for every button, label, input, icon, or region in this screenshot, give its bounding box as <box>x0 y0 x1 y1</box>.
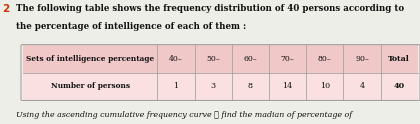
Text: 4: 4 <box>360 82 365 90</box>
Text: 80–: 80– <box>318 55 332 63</box>
Text: 90–: 90– <box>355 55 369 63</box>
Text: 1: 1 <box>173 82 178 90</box>
Text: 10: 10 <box>320 82 330 90</box>
Text: Number of persons: Number of persons <box>51 82 130 90</box>
Text: 40: 40 <box>394 82 405 90</box>
Text: 40–: 40– <box>169 55 183 63</box>
Text: The following table shows the frequency distribution of 40 persons according to: The following table shows the frequency … <box>16 4 404 13</box>
Text: 70–: 70– <box>281 55 294 63</box>
Text: Using the ascending cumulative frequency curve ※ find the madian of percentage o: Using the ascending cumulative frequency… <box>16 111 352 119</box>
Text: 60–: 60– <box>244 55 257 63</box>
Text: Sets of intelligence percentage: Sets of intelligence percentage <box>26 55 154 63</box>
Text: 2: 2 <box>2 4 9 14</box>
Text: 14: 14 <box>283 82 293 90</box>
Bar <box>23 73 418 100</box>
Text: 3: 3 <box>210 82 216 90</box>
Text: Total: Total <box>388 55 410 63</box>
Text: 50–: 50– <box>206 55 220 63</box>
Bar <box>23 45 418 73</box>
Text: the percentage of intelligence of each of them :: the percentage of intelligence of each o… <box>16 22 246 31</box>
Text: 8: 8 <box>248 82 253 90</box>
